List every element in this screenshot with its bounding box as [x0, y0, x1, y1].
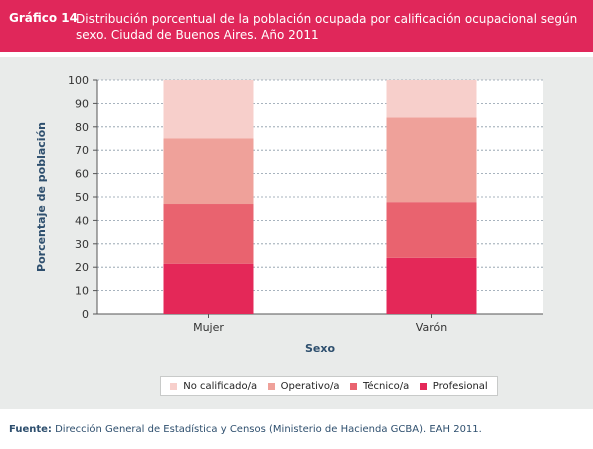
y-tick-label: 10 [75, 285, 89, 298]
chart-number: Gráfico 14 [9, 11, 78, 25]
legend-swatch [267, 382, 275, 390]
legend-label: No calificado/a [183, 380, 258, 392]
source-text: Dirección General de Estadística y Censo… [55, 424, 482, 435]
legend-item: No calificado/a [170, 381, 257, 392]
y-tick-label: 50 [75, 191, 89, 204]
x-axis-title: Sexo [305, 342, 335, 355]
legend-item: Técnico/a [349, 380, 410, 392]
legend-item: Operativo/a [267, 380, 340, 392]
y-tick-label: 70 [75, 144, 89, 157]
bar-segment [163, 138, 254, 205]
legend-label: Operativo/a [280, 380, 340, 392]
legend-swatch [419, 382, 427, 390]
bar-segment [163, 80, 254, 139]
y-tick-label: 80 [75, 121, 89, 134]
bar-segment [163, 263, 254, 314]
y-tick-label: 20 [75, 261, 89, 274]
legend-label: Técnico/a [362, 380, 410, 392]
y-tick-label: 90 [75, 97, 89, 110]
bar-segment [386, 202, 477, 258]
legend-swatch [349, 382, 357, 390]
y-tick-label: 0 [82, 308, 89, 321]
bar-segment [163, 204, 254, 264]
stacked-bar-chart: 0 10 20 30 40 50 60 70 80 90 100 Mujer Varón Sexo Porc… [35, 74, 543, 355]
legend-swatch [170, 382, 178, 390]
y-tick-label: 100 [68, 74, 89, 87]
chart-title: Distribución porcentual de la población … [76, 12, 578, 42]
chart-header: Gráfico 14 Distribución porcentual de la… [0, 0, 593, 52]
legend-item: Profesional [419, 380, 488, 392]
y-tick-label: 60 [75, 168, 89, 181]
y-axis-title: Porcentaje de población [35, 122, 48, 272]
bar-segment [386, 257, 477, 314]
source-label: Fuente: [9, 424, 52, 435]
bar-segment [386, 117, 477, 203]
x-tick-label: Varón [416, 321, 447, 334]
y-tick-label: 40 [75, 214, 89, 227]
source-note: Fuente: Dirección General de Estadística… [9, 424, 482, 435]
x-tick-label: Mujer [193, 321, 224, 334]
y-tick-label: 30 [75, 238, 89, 251]
chart-legend: No calificado/a Operativo/a Técnico/a Profe… [160, 376, 498, 396]
legend-label: Profesional [432, 380, 488, 392]
bar-segment [386, 80, 477, 118]
